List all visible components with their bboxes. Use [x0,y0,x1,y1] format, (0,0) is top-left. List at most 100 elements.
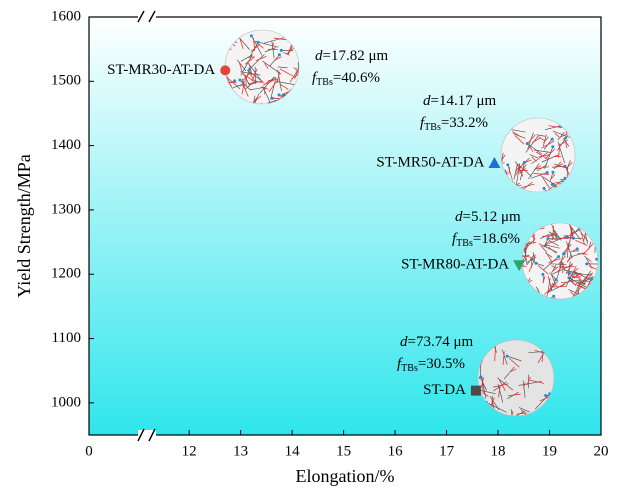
twin-boundary [551,274,557,288]
grain-boundary [497,384,504,403]
precipitate [595,257,598,261]
twin-boundary [294,64,299,80]
twin-boundary [510,368,517,372]
twin-boundary [498,386,501,398]
twin-boundary [537,264,549,275]
precipitate [505,354,509,358]
grain-outline [500,117,576,193]
twin-boundary [279,68,294,77]
twin-boundary [523,382,526,389]
annotation-f: fTBs=40.6% [312,70,380,88]
precipitate [564,136,568,140]
grain-boundary [543,256,559,271]
twin-boundary [515,166,520,172]
precipitate [554,278,558,282]
precipitate [571,236,575,240]
precipitate [256,40,260,44]
twin-boundary [520,409,531,416]
grain-boundary [481,375,487,399]
twin-boundary [548,258,561,264]
twin-boundary [557,255,566,265]
grain-boundary [551,264,557,274]
twin-boundary [545,148,556,159]
twin-boundary [566,161,573,169]
twin-boundary [244,57,255,65]
axis-break-top [137,10,156,23]
twin-boundary [566,167,569,178]
grain-boundary [584,255,592,262]
grain-boundary [578,278,580,297]
twin-boundary [514,135,525,145]
precipitate [563,176,567,180]
grain-outline [477,339,555,417]
twin-boundary [582,243,594,256]
grain-boundary [564,269,578,274]
grain-boundary [534,393,550,410]
twin-boundary [563,244,572,253]
twin-boundary [565,271,576,279]
precipitate [277,93,281,97]
twin-boundary [535,165,542,170]
annotation-value: =73.74 μm [408,334,474,350]
twin-boundary [273,37,287,41]
grain-boundary [544,125,561,131]
twin-boundary [533,173,550,175]
grain-boundary [522,256,526,273]
grain-boundary [522,264,525,268]
twin-boundary [542,276,546,284]
twin-boundary [225,81,237,84]
grain-boundary [545,252,553,258]
precipitate [478,376,482,380]
grain-boundary [536,134,546,137]
twin-boundary [588,265,598,273]
twin-boundary [522,263,527,268]
x-tick-label: 15 [336,443,351,459]
annotation-subscript: TBs [424,122,441,133]
precipitate [542,186,546,190]
twin-boundary [490,397,495,406]
twin-boundary [508,166,511,174]
annotation-symbol: f [452,231,458,247]
twin-boundary [268,79,279,92]
twin-boundary [501,154,506,163]
twin-boundary [263,78,277,86]
twin-boundary [494,346,497,362]
twin-boundary [542,177,551,189]
grain-boundary [251,93,260,104]
twin-boundary [533,254,536,262]
y-tick-label: 1400 [51,137,81,153]
twin-boundary [519,183,535,189]
precipitate [544,393,548,397]
annotation-value: =14.17 μm [431,93,497,109]
twin-boundary [566,255,574,263]
twin-boundary [271,42,275,50]
grain-boundary [551,165,565,168]
precipitate [575,247,579,251]
annotation-symbol: f [420,115,426,131]
grain-boundary [507,164,513,180]
precipitate [546,237,550,241]
precipitate [563,164,567,168]
precipitate [270,96,274,100]
twin-boundary [225,74,228,78]
twin-boundary [548,239,559,247]
twin-boundary [551,266,559,272]
twin-boundary [543,136,549,144]
annotation-subscript: TBs [316,77,333,88]
twin-boundary [559,139,568,146]
grain-boundary [510,129,526,133]
annotation-symbol: d [423,93,431,109]
annotation-d: d=5.12 μm [455,209,521,225]
twin-boundary [238,61,243,72]
grain-boundary [540,175,559,188]
x-tick-label: 18 [491,443,506,459]
precipitate [233,79,237,83]
twin-boundary [547,254,553,262]
grain-boundary [503,366,515,380]
grain-boundary [557,131,565,141]
grain-boundary [541,154,560,163]
grain-boundary [505,410,525,416]
precipitate [585,262,589,266]
annotation-f: fTBs=33.2% [420,115,488,133]
twin-boundary [498,379,506,391]
